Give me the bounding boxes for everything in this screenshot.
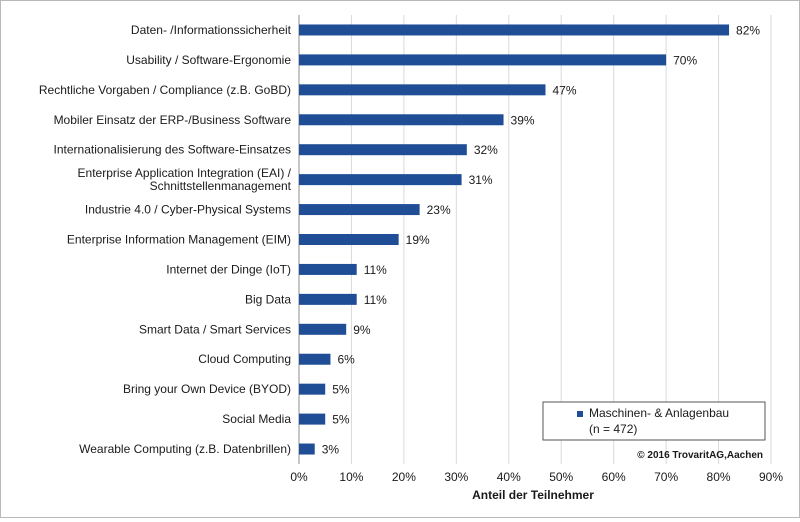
bar — [299, 144, 467, 156]
x-tick-label: 40% — [497, 470, 521, 484]
category-label-line: Internationalisierung des Software-Einsa… — [54, 143, 291, 157]
category-label: Social Media — [222, 412, 291, 426]
value-label: 31% — [469, 173, 493, 187]
category-label: Enterprise Information Management (EIM) — [67, 233, 291, 247]
legend-note: (n = 472) — [589, 422, 637, 436]
value-label: 11% — [364, 293, 387, 307]
category-label-line: Enterprise Information Management (EIM) — [67, 233, 291, 247]
x-tick-label: 10% — [339, 470, 363, 484]
bar — [299, 323, 347, 335]
category-label-line: Bring your Own Device (BYOD) — [123, 382, 291, 396]
bar — [299, 24, 730, 36]
category-label: Smart Data / Smart Services — [139, 322, 291, 336]
x-tick-labels: 0% 10% 20% 30% 40% 50% 60% 70% 80% 90% — [290, 470, 783, 484]
value-label: 39% — [511, 113, 535, 127]
category-label: Big Data — [245, 292, 291, 306]
bar — [299, 413, 326, 425]
bar — [299, 84, 546, 96]
bars-group — [299, 24, 730, 455]
category-label: Wearable Computing (z.B. Datenbrillen) — [79, 442, 291, 456]
copyright-text: © 2016 TrovaritAG,Aachen — [637, 450, 763, 461]
x-axis-title: Anteil der Teilnehmer — [472, 488, 594, 502]
category-label: Enterprise Application Integration (EAI)… — [78, 166, 292, 193]
bar — [299, 293, 357, 305]
category-label-line: Schnittstellenmanagement — [150, 179, 292, 193]
bar — [299, 174, 462, 186]
x-tick-label: 60% — [602, 470, 626, 484]
category-label-line: Social Media — [222, 412, 291, 426]
value-label: 19% — [406, 233, 430, 247]
category-label-line: Big Data — [245, 292, 291, 306]
value-label: 6% — [337, 353, 355, 367]
value-label: 23% — [427, 203, 451, 217]
category-label: Cloud Computing — [198, 352, 291, 366]
value-label: 9% — [353, 323, 371, 337]
category-label-line: Rechtliche Vorgaben / Compliance (z.B. G… — [39, 83, 291, 97]
category-label: Internationalisierung des Software-Einsa… — [54, 143, 291, 157]
value-label: 47% — [552, 83, 576, 97]
value-label: 32% — [474, 143, 498, 157]
bar — [299, 353, 331, 365]
value-label: 5% — [332, 383, 350, 397]
category-label-line: Cloud Computing — [198, 352, 291, 366]
category-label: Industrie 4.0 / Cyber-Physical Systems — [85, 203, 291, 217]
value-label: 11% — [364, 263, 387, 277]
x-tick-label: 30% — [444, 470, 468, 484]
bar — [299, 54, 667, 66]
x-tick-label: 70% — [654, 470, 678, 484]
category-label-line: Wearable Computing (z.B. Datenbrillen) — [79, 442, 291, 456]
x-tick-label: 80% — [707, 470, 731, 484]
x-tick-label: 0% — [290, 470, 308, 484]
category-label-line: Industrie 4.0 / Cyber-Physical Systems — [85, 203, 291, 217]
bar — [299, 443, 315, 455]
value-label: 70% — [673, 53, 697, 67]
category-label: Mobiler Einsatz der ERP-/Business Softwa… — [54, 113, 292, 127]
x-tick-label: 20% — [392, 470, 416, 484]
category-label: Bring your Own Device (BYOD) — [123, 382, 291, 396]
value-label: 3% — [322, 443, 340, 457]
value-labels: 82% 70% 47% 39% 32% 31% 23% 19% 11% 11% 9% 6% 5% 5% 3% — [322, 23, 761, 456]
category-label: Daten- /Informationssicherheit — [131, 23, 292, 37]
x-tick-label: 90% — [759, 470, 783, 484]
legend: Maschinen- & Anlagenbau (n = 472) — [542, 401, 766, 441]
category-label-line: Enterprise Application Integration (EAI)… — [78, 166, 292, 180]
category-label-line: Usability / Software-Ergonomie — [126, 53, 291, 67]
category-label-line: Internet der Dinge (IoT) — [166, 262, 291, 276]
legend-swatch — [577, 411, 583, 417]
category-label: Rechtliche Vorgaben / Compliance (z.B. G… — [39, 83, 291, 97]
legend-series-label: Maschinen- & Anlagenbau — [589, 406, 729, 420]
x-tick-label: 50% — [549, 470, 573, 484]
bar — [299, 204, 420, 216]
category-label: Internet der Dinge (IoT) — [166, 262, 291, 276]
category-label-line: Mobiler Einsatz der ERP-/Business Softwa… — [54, 113, 292, 127]
bar — [299, 114, 504, 126]
category-label-line: Daten- /Informationssicherheit — [131, 23, 292, 37]
value-label: 5% — [332, 413, 350, 427]
bar — [299, 263, 357, 275]
category-label: Usability / Software-Ergonomie — [126, 53, 291, 67]
category-label-line: Smart Data / Smart Services — [139, 322, 291, 336]
legend-box — [542, 401, 766, 441]
category-labels: Daten- /Informationssicherheit Usability … — [39, 23, 292, 456]
bar — [299, 234, 399, 245]
value-label: 82% — [736, 23, 760, 37]
bar — [299, 383, 326, 395]
